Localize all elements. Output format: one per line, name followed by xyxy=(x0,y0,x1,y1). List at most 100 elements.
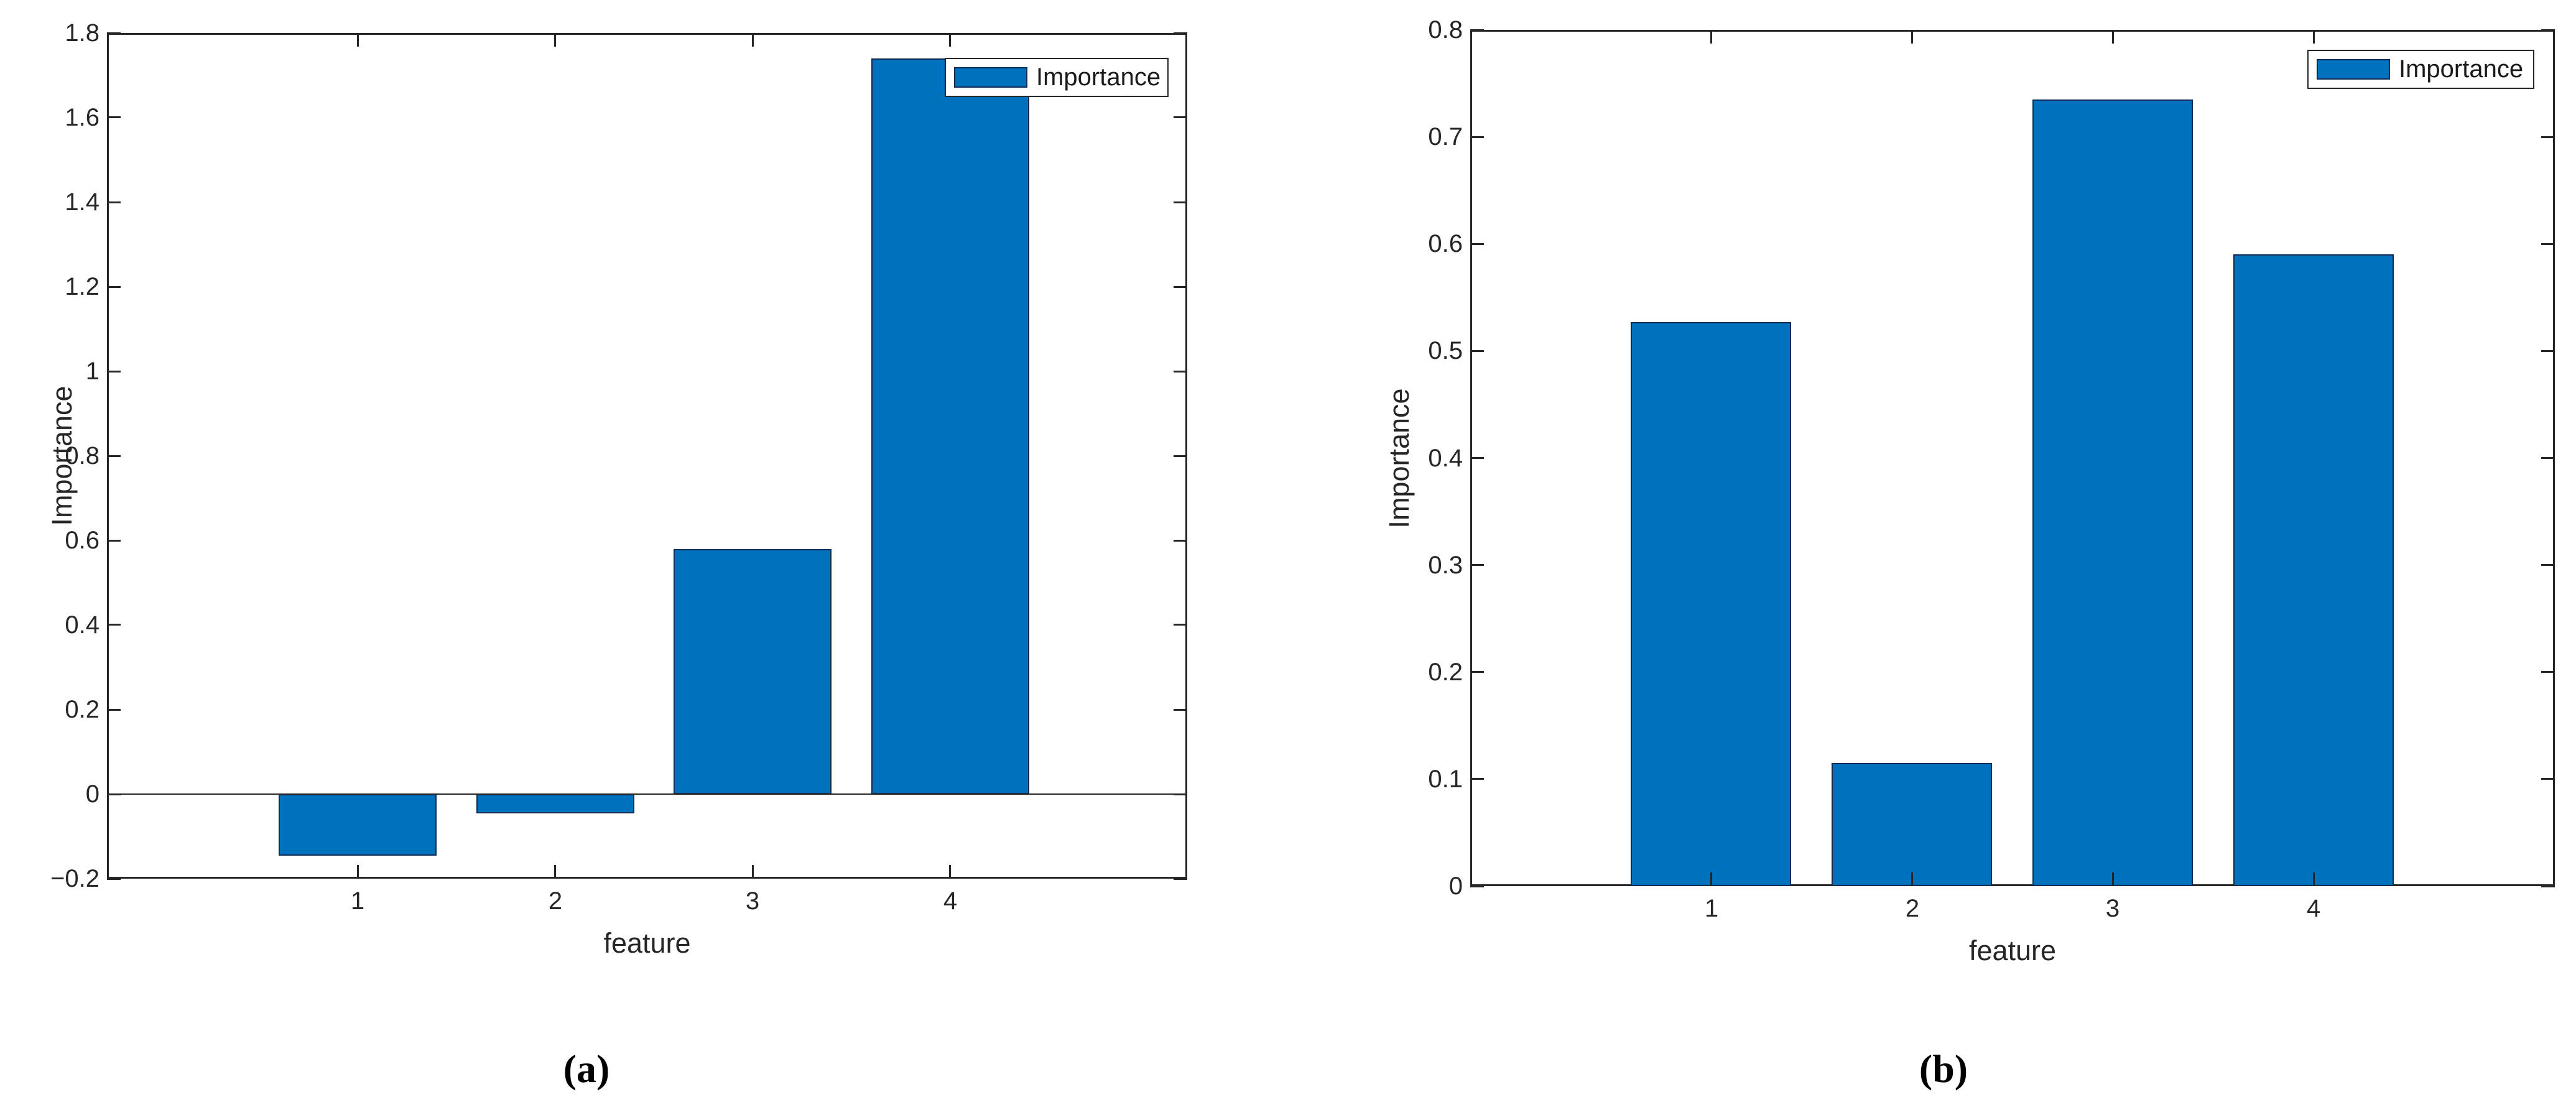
y-tick-right xyxy=(1174,116,1187,118)
y-tick-label: 0.6 xyxy=(65,527,100,554)
y-tick-right xyxy=(2541,457,2555,459)
y-tick-label: 0.2 xyxy=(1428,659,1463,686)
y-tick-left xyxy=(107,878,121,880)
y-tick-left xyxy=(107,116,121,118)
y-tick-left xyxy=(1470,243,1484,245)
y-axis-label: Importance xyxy=(1383,388,1415,529)
y-tick-right xyxy=(2541,886,2555,887)
y-tick-left xyxy=(1470,564,1484,566)
x-tick-bottom xyxy=(2112,872,2114,886)
y-tick-label: 1.8 xyxy=(65,19,100,47)
bar-feature-1 xyxy=(1631,322,1791,886)
y-tick-label: 0.6 xyxy=(1428,230,1463,257)
y-tick-label: 0 xyxy=(1448,872,1463,900)
y-tick-label: 1.4 xyxy=(65,188,100,216)
zero-baseline xyxy=(107,793,1187,795)
x-tick-label: 1 xyxy=(1704,895,1719,922)
bar-feature-4 xyxy=(2233,254,2394,886)
y-tick-label: 0.8 xyxy=(1428,16,1463,44)
y-tick-right xyxy=(1174,201,1187,203)
y-tick-left xyxy=(1470,671,1484,673)
bar-feature-3 xyxy=(674,549,832,794)
y-tick-right xyxy=(2541,29,2555,31)
y-tick-label: −0.2 xyxy=(50,865,100,892)
y-tick-right xyxy=(1174,32,1187,34)
x-tick-label: 4 xyxy=(2306,895,2321,922)
caption-b: (b) xyxy=(1919,1047,1968,1091)
y-tick-left xyxy=(107,540,121,542)
y-tick-right xyxy=(2541,136,2555,138)
x-tick-label: 1 xyxy=(350,887,365,915)
bar-feature-3 xyxy=(2032,99,2193,886)
y-tick-left xyxy=(1470,886,1484,887)
y-tick-left xyxy=(107,709,121,711)
y-tick-label: 0.4 xyxy=(65,611,100,639)
x-tick-top xyxy=(1911,30,1913,44)
y-tick-left xyxy=(1470,29,1484,31)
y-tick-left xyxy=(107,371,121,372)
x-tick-bottom xyxy=(554,865,556,879)
y-tick-label: 1 xyxy=(85,358,100,385)
y-tick-right xyxy=(1174,624,1187,626)
x-tick-label: 3 xyxy=(2105,895,2120,922)
x-tick-top xyxy=(949,33,951,47)
y-tick-right xyxy=(1174,793,1187,795)
x-tick-bottom xyxy=(1911,872,1913,886)
x-axis-label: feature xyxy=(603,927,691,959)
y-tick-right xyxy=(2541,564,2555,566)
y-tick-label: 1.2 xyxy=(65,273,100,300)
y-tick-left xyxy=(1470,778,1484,780)
y-tick-left xyxy=(1470,136,1484,138)
y-tick-right xyxy=(2541,350,2555,352)
x-tick-label: 2 xyxy=(1905,895,1920,922)
y-tick-label: 0.2 xyxy=(65,696,100,723)
x-tick-bottom xyxy=(949,865,951,879)
y-tick-label: 0.4 xyxy=(1428,445,1463,472)
y-tick-label: 1.6 xyxy=(65,104,100,131)
y-tick-label: 0.7 xyxy=(1428,123,1463,150)
y-tick-left xyxy=(107,793,121,795)
y-tick-label: 0.8 xyxy=(65,442,100,469)
x-tick-top xyxy=(554,33,556,47)
y-tick-right xyxy=(1174,540,1187,542)
y-tick-left xyxy=(107,624,121,626)
bar-feature-2 xyxy=(476,794,634,813)
y-tick-left xyxy=(107,455,121,457)
y-tick-left xyxy=(107,286,121,288)
x-tick-bottom xyxy=(357,865,359,879)
y-tick-right xyxy=(2541,671,2555,673)
y-tick-left xyxy=(1470,457,1484,459)
legend-swatch-importance xyxy=(2317,59,2390,80)
legend-swatch-importance xyxy=(954,67,1027,88)
x-tick-top xyxy=(357,33,359,47)
x-axis-label: feature xyxy=(1968,935,2057,966)
x-tick-top xyxy=(1710,30,1712,44)
y-tick-label: 0.1 xyxy=(1428,765,1463,793)
y-tick-label: 0.5 xyxy=(1428,337,1463,364)
y-tick-right xyxy=(1174,286,1187,288)
legend: Importance xyxy=(945,58,1169,97)
y-tick-right xyxy=(2541,778,2555,780)
y-tick-right xyxy=(1174,455,1187,457)
x-tick-label: 3 xyxy=(745,887,760,915)
y-tick-left xyxy=(107,201,121,203)
y-tick-right xyxy=(1174,371,1187,372)
bar-feature-2 xyxy=(1832,763,1992,886)
x-tick-top xyxy=(2313,30,2315,44)
caption-a: (a) xyxy=(563,1047,610,1091)
y-tick-label: 0 xyxy=(85,780,100,808)
x-tick-bottom xyxy=(2313,872,2315,886)
x-tick-label: 2 xyxy=(548,887,563,915)
bar-feature-4 xyxy=(871,58,1029,794)
legend-label: Importance xyxy=(1036,63,1161,91)
x-tick-top xyxy=(752,33,754,47)
x-tick-bottom xyxy=(1710,872,1712,886)
y-tick-left xyxy=(1470,350,1484,352)
y-tick-right xyxy=(1174,878,1187,880)
y-tick-left xyxy=(107,32,121,34)
y-tick-right xyxy=(2541,243,2555,245)
x-tick-bottom xyxy=(752,865,754,879)
legend: Importance xyxy=(2307,50,2534,89)
